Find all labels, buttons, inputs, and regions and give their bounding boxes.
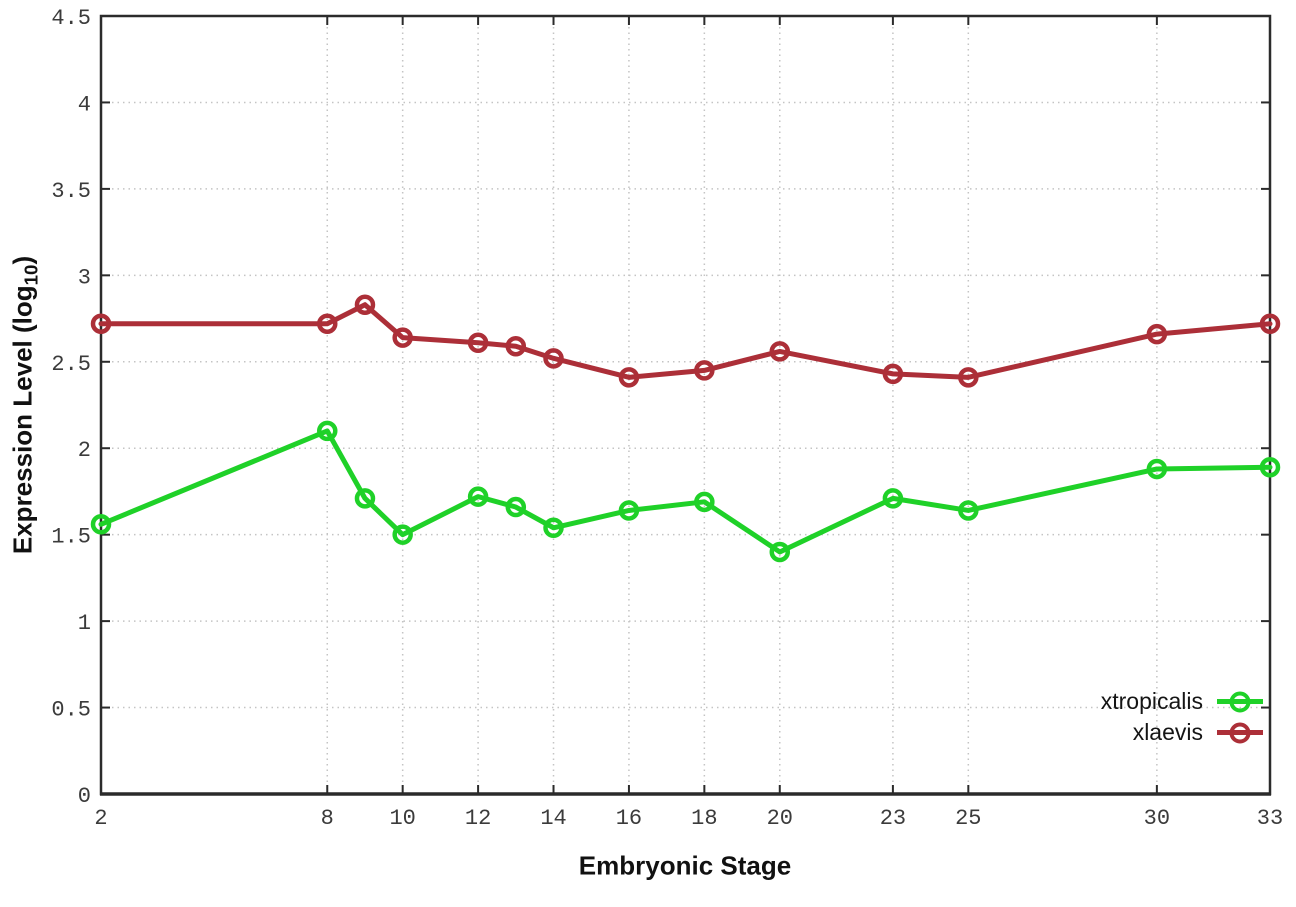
x-tick-label: 12 [465,806,491,831]
plot-border [99,14,1272,796]
legend-marker-xtropicalis [1217,691,1263,713]
x-tick-label: 16 [616,806,642,831]
y-tick-label: 4.5 [51,6,91,31]
x-tick-label: 25 [955,806,981,831]
data-point-xtropicalis [958,500,979,521]
legend-point-sample [1229,722,1251,743]
y-tick-label: 0 [78,784,91,809]
y-axis-title: Expression Level (log10) [7,256,42,554]
data-point-xlaevis [694,360,715,381]
data-point-xtropicalis [543,517,564,539]
data-point-xlaevis [1259,313,1281,334]
x-tick-label: 8 [321,806,334,831]
y-axis-title-text: Expression Level (log [7,285,38,555]
y-axis-title-subscript: 10 [20,264,42,286]
data-point-xtropicalis [769,541,791,563]
data-point-xlaevis [505,335,527,357]
data-point-xtropicalis [505,496,527,518]
data-point-xlaevis [543,348,564,369]
x-axis-title: Embryonic Stage [578,850,792,881]
y-tick-label: 3.5 [51,179,91,204]
data-point-xlaevis [618,367,640,388]
y-tick-label: 4 [78,92,91,117]
data-point-xlaevis [958,367,979,388]
data-point-xtropicalis [90,514,112,535]
legend-label-xlaevis: xlaevis [1132,719,1203,745]
y-tick-label: 2.5 [51,352,91,377]
data-point-xlaevis [354,294,376,315]
data-point-xtropicalis [1259,456,1281,478]
x-tick-label: 20 [767,806,793,831]
data-point-xtropicalis [467,486,489,507]
x-tick-label: 33 [1257,806,1283,831]
data-point-xtropicalis [317,420,338,442]
data-point-xlaevis [392,327,413,348]
data-point-xlaevis [90,313,112,334]
x-tick-label: 2 [94,806,107,831]
data-point-xlaevis [1146,323,1168,345]
series-line-xlaevis [98,302,1273,380]
data-point-xtropicalis [694,491,715,513]
data-point-xtropicalis [882,488,904,509]
data-point-xlaevis [769,341,791,362]
data-point-xtropicalis [1146,458,1168,480]
data-point-xlaevis [882,363,904,385]
x-tick-label: 18 [691,806,717,831]
data-point-xtropicalis [392,524,413,545]
data-point-xlaevis [317,313,338,334]
legend: xtropicalis xlaevis [1101,686,1263,748]
data-point-xtropicalis [354,488,376,509]
x-tick-label: 10 [389,806,415,831]
y-axis-title-suffix: ) [7,255,38,265]
legend-item-xtropicalis: xtropicalis [1101,686,1263,717]
y-tick-label: 1 [78,611,91,636]
y-tick-label: 3 [78,265,91,290]
y-tick-label: 1.5 [51,525,91,550]
legend-label-xtropicalis: xtropicalis [1100,688,1203,714]
legend-point-sample [1229,691,1251,712]
data-point-xlaevis [467,332,489,354]
legend-item-xlaevis: xlaevis [1101,717,1263,748]
series-line-xtropicalis [98,428,1273,555]
x-tick-label: 30 [1144,806,1170,831]
y-tick-label: 2 [78,438,91,463]
y-tick-label: 0.5 [51,698,91,723]
data-point-xtropicalis [618,500,640,521]
legend-marker-xlaevis [1217,722,1263,744]
x-tick-label: 14 [540,806,566,831]
x-tick-label: 23 [880,806,906,831]
